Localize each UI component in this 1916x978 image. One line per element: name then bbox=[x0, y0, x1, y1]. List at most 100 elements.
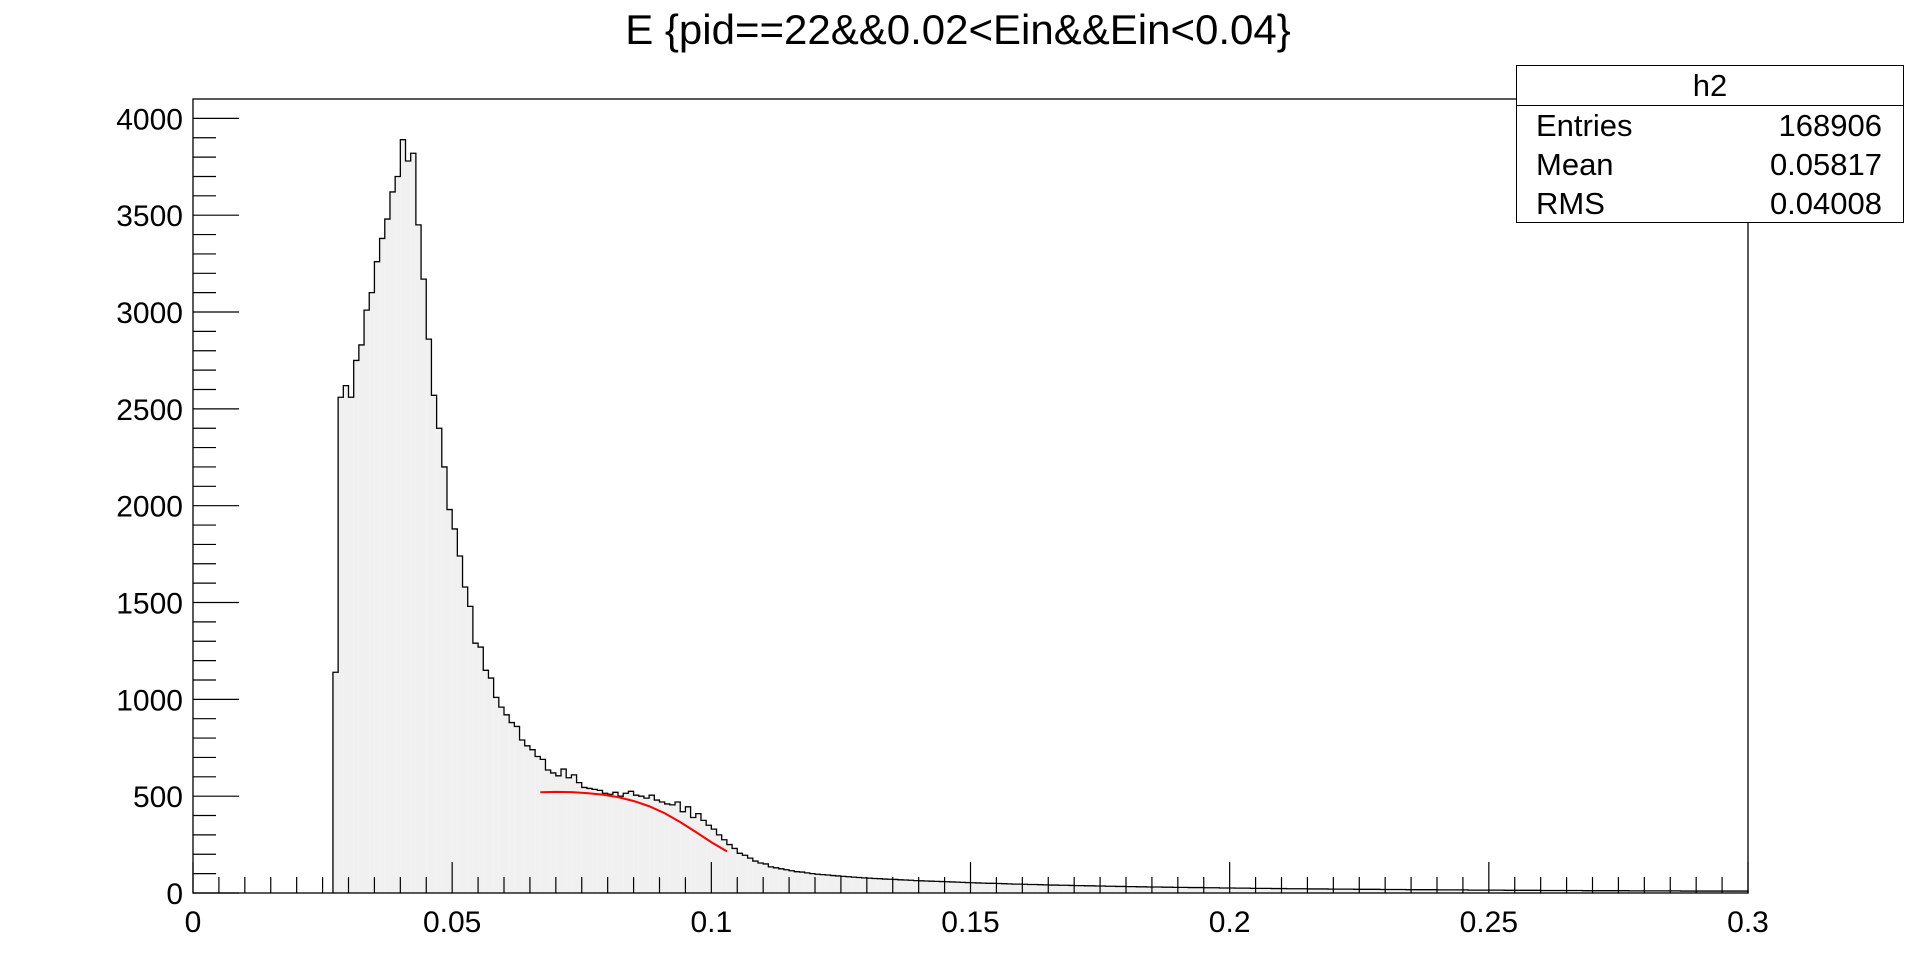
histogram-bin bbox=[742, 855, 748, 893]
histogram-bin bbox=[374, 261, 380, 893]
histogram-bin bbox=[1576, 890, 1583, 893]
histogram-bin bbox=[1742, 891, 1748, 893]
y-tick-label: 4000 bbox=[116, 103, 183, 136]
histogram-bin bbox=[1343, 889, 1349, 893]
histogram-bin bbox=[1525, 890, 1531, 893]
histogram-bin bbox=[856, 877, 862, 893]
histogram-bin bbox=[1167, 887, 1173, 893]
histogram-bin bbox=[581, 787, 587, 893]
histogram-bin bbox=[550, 772, 556, 893]
histogram-bin bbox=[462, 587, 468, 893]
histogram-bin bbox=[1229, 887, 1235, 893]
histogram-bin bbox=[1628, 890, 1634, 893]
histogram-bin bbox=[1291, 888, 1298, 893]
histogram-bin bbox=[669, 804, 676, 893]
histogram-bin bbox=[866, 878, 873, 893]
histogram-bin bbox=[918, 880, 924, 893]
histogram-bin bbox=[1716, 891, 1723, 893]
histogram-outline bbox=[332, 139, 1749, 893]
histogram-bin bbox=[1032, 884, 1038, 893]
y-tick-label: 500 bbox=[133, 781, 183, 814]
histogram-bin bbox=[1141, 886, 1147, 893]
histogram-bin bbox=[986, 883, 992, 893]
histogram-bin bbox=[1462, 889, 1469, 893]
histogram-bin bbox=[887, 879, 893, 893]
histogram-bin bbox=[1136, 886, 1142, 893]
histogram-bin bbox=[778, 868, 784, 893]
histogram-bin bbox=[1468, 890, 1474, 893]
histogram-bin bbox=[1053, 885, 1059, 893]
histogram-bin bbox=[1011, 884, 1018, 893]
histogram-bin bbox=[1188, 887, 1194, 893]
histogram-bin bbox=[939, 881, 945, 893]
histogram-bin bbox=[1416, 889, 1422, 893]
histogram-bin bbox=[1504, 890, 1510, 893]
histogram-bin bbox=[1400, 889, 1406, 893]
histogram-bin bbox=[1447, 889, 1453, 893]
histogram-bin bbox=[1654, 890, 1660, 893]
histogram-bin bbox=[799, 872, 805, 893]
histogram-bin bbox=[716, 834, 722, 893]
histogram-bin bbox=[1514, 890, 1520, 893]
histogram-bin bbox=[628, 791, 634, 893]
histogram-bin bbox=[410, 153, 416, 894]
histogram-bin bbox=[1452, 889, 1458, 893]
fit-curve-series bbox=[540, 790, 728, 853]
histogram-bin bbox=[379, 238, 385, 893]
x-tick-label: 0.3 bbox=[1727, 906, 1769, 939]
histogram-bin bbox=[400, 139, 406, 894]
histogram-bin bbox=[721, 839, 727, 893]
histogram-bin bbox=[908, 880, 914, 893]
histogram-bin bbox=[514, 726, 520, 893]
histogram-bin bbox=[1551, 890, 1557, 893]
histogram-bin bbox=[1623, 890, 1629, 893]
histogram-bin bbox=[498, 707, 504, 893]
histogram-bin bbox=[1649, 890, 1655, 893]
histogram-bin bbox=[1084, 885, 1090, 893]
histogram-bin bbox=[1001, 883, 1007, 893]
histogram-bin bbox=[970, 882, 976, 893]
histogram-bin bbox=[576, 782, 582, 893]
histogram-bin bbox=[566, 777, 572, 893]
histogram-bin bbox=[1214, 887, 1220, 893]
histogram-bin bbox=[1644, 890, 1650, 893]
histogram-bin bbox=[659, 801, 665, 893]
histogram-bin bbox=[1058, 885, 1064, 893]
histogram-bin bbox=[789, 870, 795, 893]
histogram-bin bbox=[586, 788, 593, 893]
histogram-bin bbox=[1519, 890, 1526, 893]
histogram-bin bbox=[1265, 888, 1272, 893]
histogram-bin bbox=[421, 279, 427, 894]
histogram-bin bbox=[861, 877, 867, 893]
histogram-bin bbox=[726, 844, 733, 893]
histogram-bin bbox=[1473, 890, 1479, 893]
histogram-bin bbox=[1530, 890, 1536, 893]
histogram-bin bbox=[488, 678, 494, 893]
histogram-bin bbox=[835, 875, 841, 893]
histogram-bin bbox=[934, 881, 940, 893]
histogram-bin bbox=[923, 880, 930, 893]
x-tick-label: 0.05 bbox=[423, 906, 481, 939]
histogram-bin bbox=[452, 528, 458, 893]
histogram-bin bbox=[478, 647, 484, 893]
histogram-bin bbox=[1411, 889, 1417, 893]
histogram-bin bbox=[597, 790, 603, 893]
histogram-bin bbox=[773, 867, 779, 893]
histogram-bin bbox=[446, 509, 453, 893]
histogram-bin bbox=[483, 670, 489, 893]
histogram-bin bbox=[675, 801, 681, 893]
histogram-bin bbox=[1245, 888, 1251, 893]
histogram-bin bbox=[540, 759, 546, 893]
histogram-bin bbox=[1540, 890, 1546, 893]
histogram-bin bbox=[1639, 890, 1645, 893]
histogram-bin bbox=[1328, 889, 1334, 893]
histogram-bin bbox=[1701, 891, 1707, 893]
histogram-bin bbox=[1048, 885, 1054, 893]
histogram-bin bbox=[1690, 891, 1697, 893]
histogram-bin bbox=[882, 879, 888, 893]
histogram-bin bbox=[1203, 887, 1209, 893]
histogram-bin bbox=[980, 883, 987, 893]
histogram-bin bbox=[384, 219, 390, 893]
histogram-bin bbox=[783, 869, 790, 893]
